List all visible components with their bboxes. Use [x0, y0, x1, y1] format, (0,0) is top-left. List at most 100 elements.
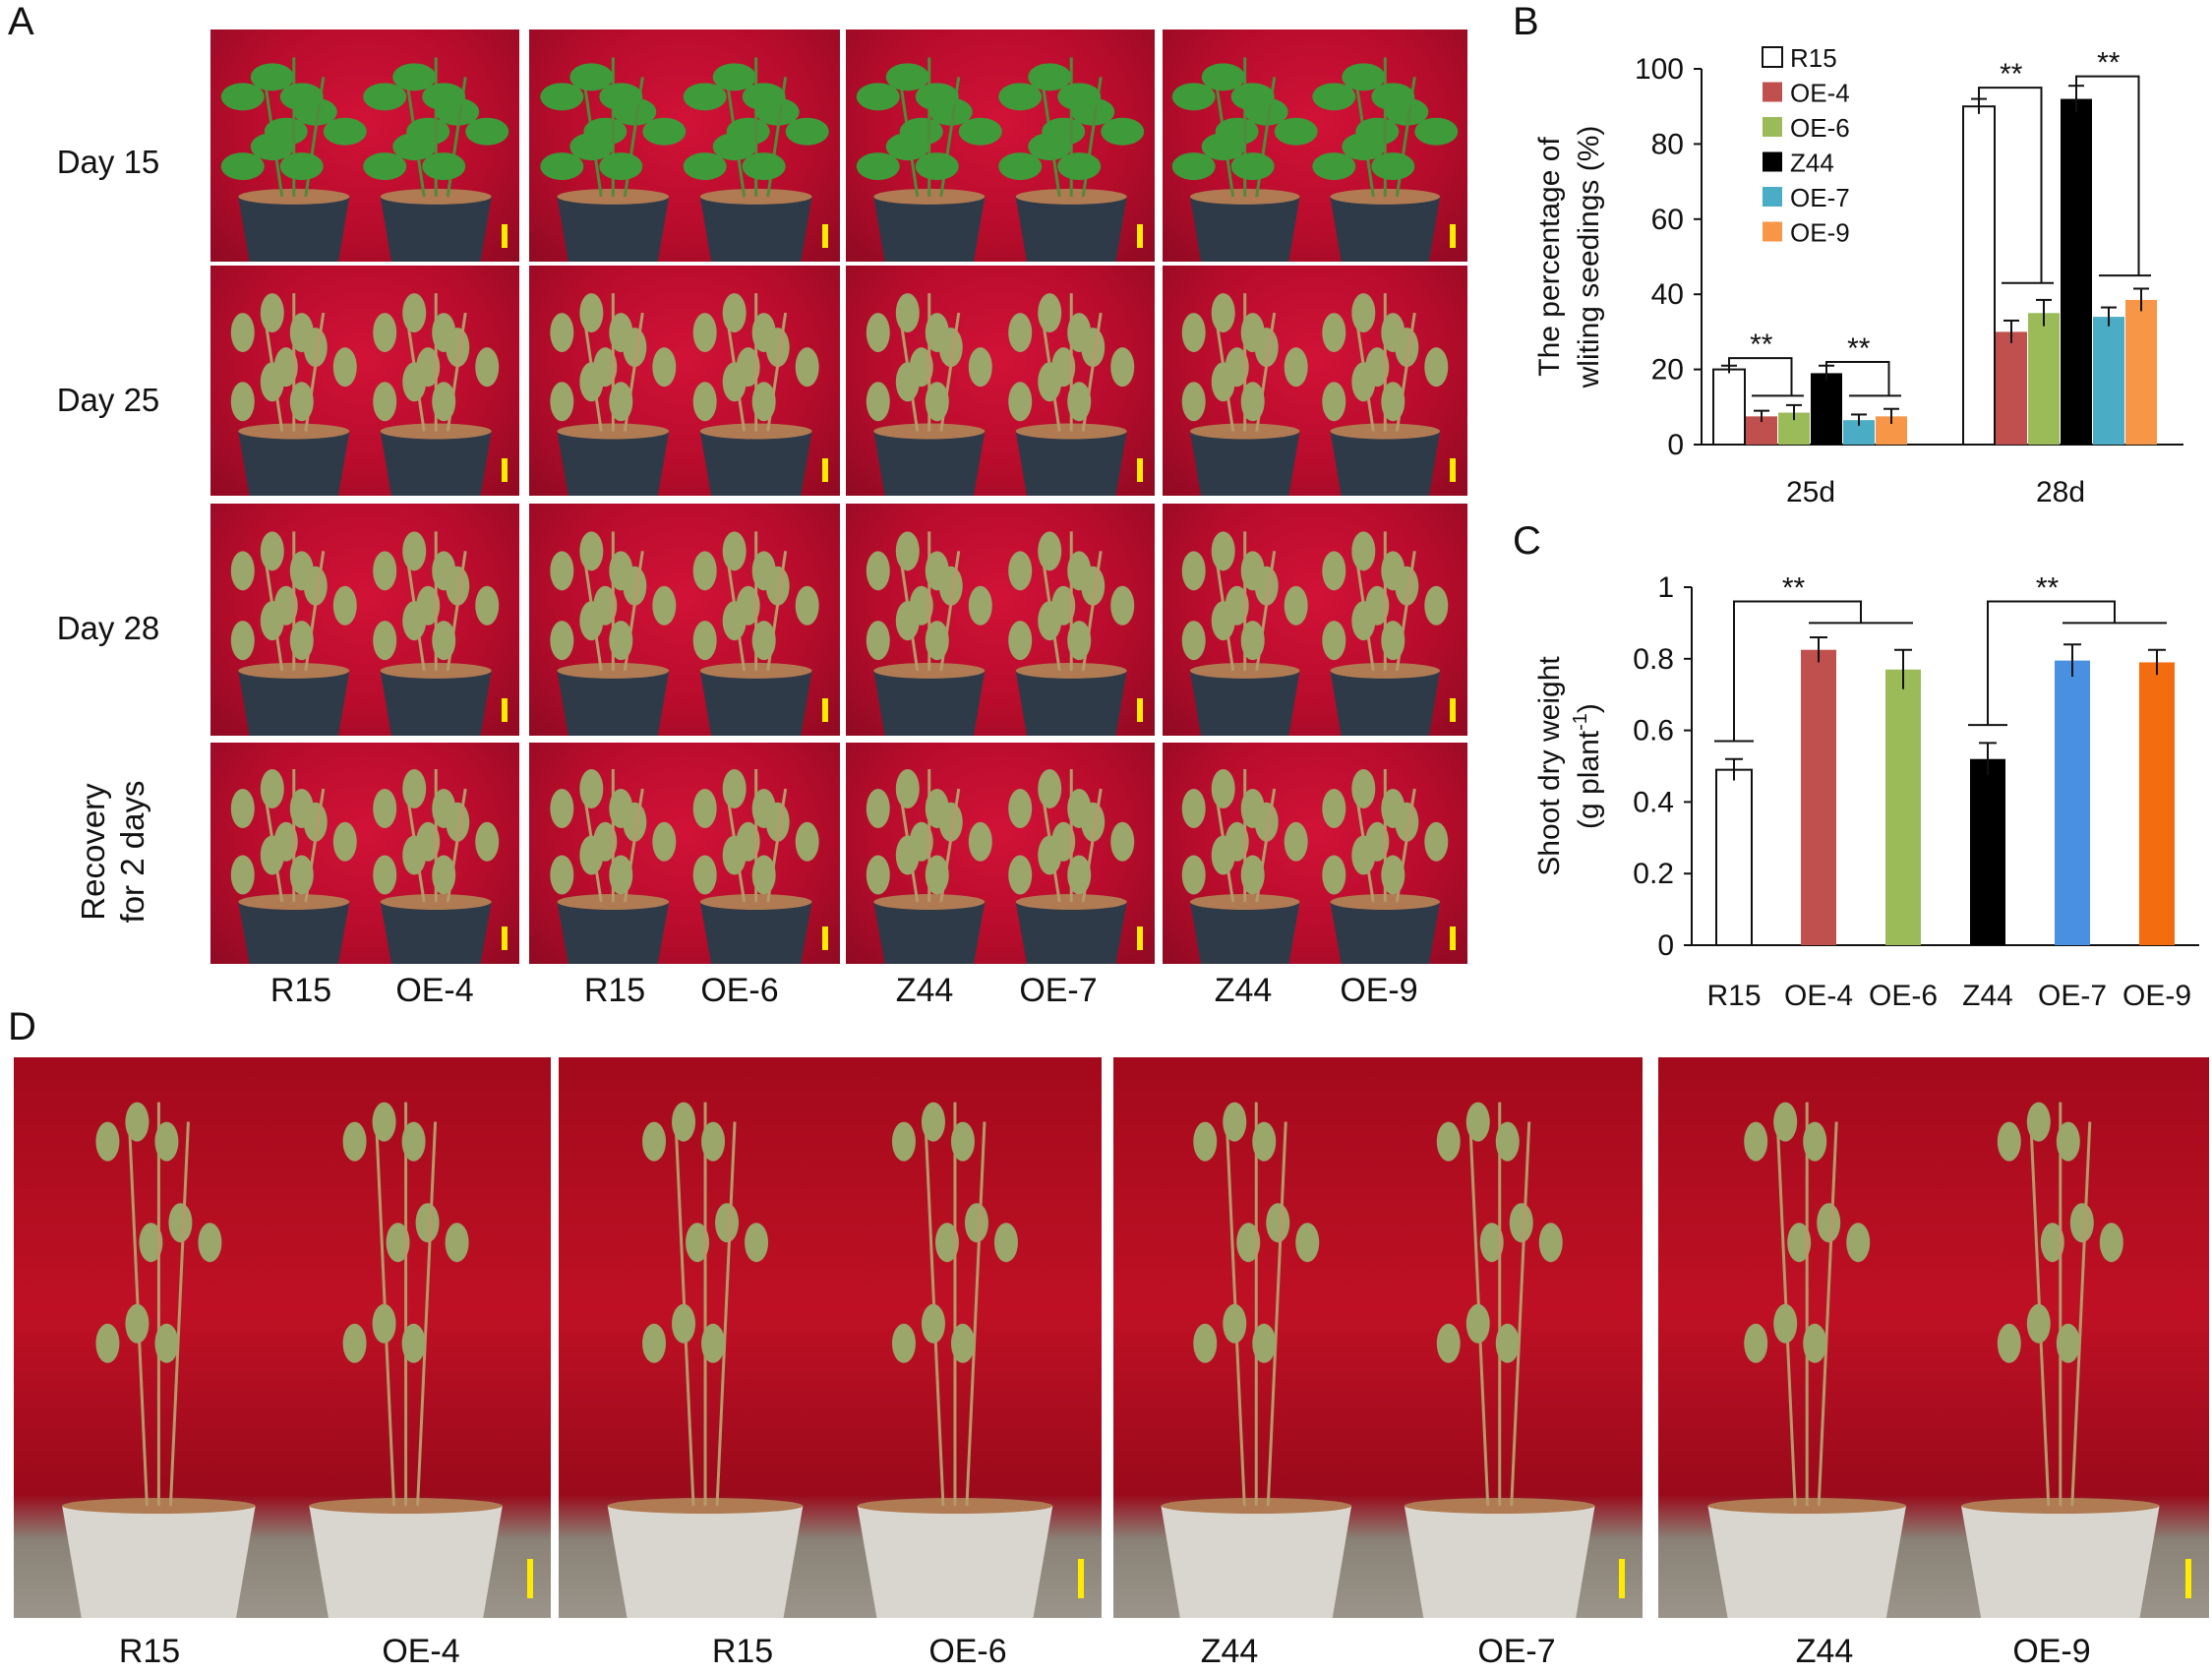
bar: [2061, 98, 2092, 445]
leaf: [332, 585, 357, 626]
y-tick-label: 80: [1651, 128, 1684, 160]
plant-illustration: [1181, 293, 1449, 496]
plant-illustration: [540, 57, 829, 262]
leaf: [795, 585, 819, 626]
leaf: [1211, 769, 1235, 808]
leaf: [95, 1323, 120, 1363]
legend-swatch: [1763, 82, 1782, 102]
plant-illustration: [230, 531, 500, 736]
leaf: [1171, 83, 1216, 111]
leaf: [1371, 152, 1415, 181]
pot: [1189, 902, 1300, 964]
d-col-label: OE-7: [1477, 1633, 1556, 1670]
leaf: [125, 1303, 149, 1344]
leaf: [1067, 382, 1092, 422]
leaf: [856, 152, 900, 181]
pot: [857, 1506, 1053, 1618]
y-axis-label-line2: wliting seedings (%): [1573, 126, 1605, 389]
leaf: [866, 313, 890, 353]
leaf: [2069, 1203, 2094, 1243]
leaf: [722, 293, 747, 333]
leaf: [742, 152, 786, 181]
leaf: [465, 117, 509, 146]
leaf: [1211, 835, 1235, 875]
leaf: [751, 551, 776, 591]
plant-photo: [1163, 30, 1467, 262]
leaf: [1211, 601, 1235, 641]
leaf: [925, 313, 949, 353]
leaf: [672, 1303, 696, 1344]
leaf: [289, 313, 314, 353]
leaf: [289, 551, 314, 591]
leaf: [1252, 1323, 1277, 1363]
leaf: [1181, 789, 1206, 828]
bar: [2055, 660, 2090, 945]
leaf: [475, 585, 500, 626]
leaf: [895, 531, 920, 571]
leaf: [260, 362, 284, 402]
leaf: [1038, 362, 1062, 402]
significance-bracket: [1825, 360, 1890, 396]
leaf: [1342, 133, 1386, 161]
leaf: [964, 1203, 988, 1243]
plant-illustration: [550, 531, 819, 736]
leaf: [722, 601, 747, 641]
plant-illustration: [1181, 769, 1449, 964]
leaf: [2040, 1223, 2064, 1263]
leaf: [1240, 382, 1265, 422]
y-axis-label: The percentage of wliting seedings (%): [1533, 126, 1605, 389]
leaf: [692, 855, 717, 895]
leaf: [373, 855, 397, 895]
y-tick-label: 0.6: [1633, 715, 1674, 747]
leaf: [1223, 1303, 1247, 1344]
leaf: [373, 789, 397, 828]
pot: [1189, 670, 1300, 736]
leaf: [950, 1121, 975, 1162]
d-col-label: Z44: [1795, 1633, 1854, 1670]
pot: [557, 670, 670, 736]
d-col-label: OE-6: [928, 1633, 1007, 1670]
x-tick-label: OE-4: [1784, 980, 1853, 1012]
leaf: [722, 362, 747, 402]
pot: [1189, 431, 1300, 496]
leaf: [745, 1223, 769, 1263]
leaf: [432, 855, 456, 895]
leaf: [1351, 601, 1376, 641]
leaf: [230, 382, 255, 422]
leaf: [402, 362, 427, 402]
leaf: [373, 551, 397, 591]
leaf: [895, 293, 920, 333]
leaf: [1381, 789, 1405, 828]
leaf: [1211, 293, 1235, 333]
leaf: [579, 601, 604, 641]
pot: [1015, 431, 1127, 496]
pot: [873, 902, 986, 964]
leaf: [260, 293, 284, 333]
plant-illustration: [230, 293, 500, 496]
scale-bar: [1137, 458, 1143, 482]
y-tick-label: 0.4: [1633, 786, 1674, 818]
plant-photo: [846, 743, 1155, 964]
legend-swatch: [1763, 117, 1782, 137]
pot: [1330, 196, 1441, 262]
significance-bracket: [2075, 75, 2140, 276]
leaf: [1322, 551, 1346, 591]
plant-illustration: [1181, 531, 1449, 736]
legend-swatch: [1763, 151, 1782, 172]
bar: [1962, 105, 1996, 446]
plant-photo: [210, 30, 519, 262]
leaf: [751, 789, 776, 828]
leaf: [540, 83, 584, 111]
leaf: [1424, 585, 1449, 626]
leaf: [1230, 152, 1275, 181]
leaf: [921, 1102, 945, 1142]
leaf: [579, 531, 604, 571]
d-col-label: R15: [711, 1633, 774, 1670]
leaf: [925, 789, 949, 828]
leaf: [968, 585, 992, 626]
significance-bracket: [1987, 600, 2116, 726]
y-axis-label: Shoot dry weight (g plant-1): [1533, 656, 1605, 876]
leaf: [1803, 1121, 1827, 1162]
legend-swatch: [1762, 46, 1783, 68]
leaf: [866, 551, 890, 591]
